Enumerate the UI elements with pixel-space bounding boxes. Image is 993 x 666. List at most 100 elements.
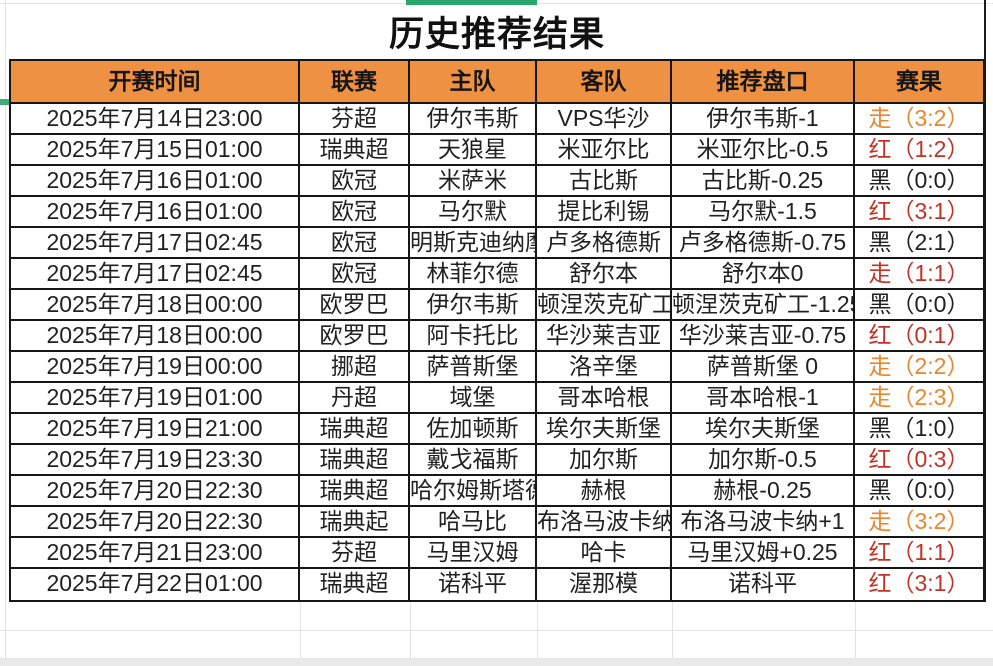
header-cell-handicap[interactable]: 推荐盘口 bbox=[672, 61, 855, 102]
cell-handicap[interactable]: 米亚尔比-0.5 bbox=[672, 135, 855, 164]
cell-away-team[interactable]: 洛辛堡 bbox=[537, 352, 672, 381]
cell-time[interactable]: 2025年7月20日22:30 bbox=[11, 476, 300, 505]
cell-home-team[interactable]: 诺科平 bbox=[410, 569, 537, 600]
cell-league[interactable]: 欧冠 bbox=[300, 197, 410, 226]
cell-result[interactable]: 走（2:3） bbox=[868, 384, 970, 410]
cell-league[interactable]: 欧罗巴 bbox=[300, 321, 410, 350]
cell-league[interactable]: 瑞典超 bbox=[300, 476, 410, 505]
cell-away-team[interactable]: 卢多格德斯 bbox=[537, 228, 672, 257]
cell-league[interactable]: 欧冠 bbox=[300, 228, 410, 257]
cell-away-team[interactable]: 渥那模 bbox=[537, 569, 672, 600]
cell-home-team[interactable]: 马尔默 bbox=[410, 197, 537, 226]
cell-result[interactable]: 黑（0:0） bbox=[868, 291, 970, 317]
cell-result[interactable]: 红（1:2） bbox=[868, 136, 970, 162]
cell-away-team[interactable]: 顿涅茨克矿工 bbox=[537, 290, 672, 319]
cell-home-team[interactable]: 林菲尔德 bbox=[410, 259, 537, 288]
cell-league[interactable]: 芬超 bbox=[300, 104, 410, 133]
cell-away-team[interactable]: 哈卡 bbox=[537, 538, 672, 567]
header-cell-time[interactable]: 开赛时间 bbox=[11, 61, 300, 102]
cell-handicap[interactable]: 马尔默-1.5 bbox=[672, 197, 855, 226]
cell-league[interactable]: 芬超 bbox=[300, 538, 410, 567]
cell-home-team[interactable]: 天狼星 bbox=[410, 135, 537, 164]
cell-away-team[interactable]: 布洛马波卡纳 bbox=[537, 507, 672, 536]
cell-time[interactable]: 2025年7月18日00:00 bbox=[11, 321, 300, 350]
cell-time[interactable]: 2025年7月15日01:00 bbox=[11, 135, 300, 164]
cell-league[interactable]: 瑞典超 bbox=[300, 135, 410, 164]
cell-away-team[interactable]: 舒尔本 bbox=[537, 259, 672, 288]
cell-result[interactable]: 走（3:2） bbox=[868, 508, 970, 534]
cell-league[interactable]: 瑞典超 bbox=[300, 445, 410, 474]
cell-home-team[interactable]: 戴戈福斯 bbox=[410, 445, 537, 474]
cell-league[interactable]: 欧冠 bbox=[300, 259, 410, 288]
cell-time[interactable]: 2025年7月19日00:00 bbox=[11, 352, 300, 381]
cell-handicap[interactable]: 加尔斯-0.5 bbox=[672, 445, 855, 474]
cell-result[interactable]: 黑（1:0） bbox=[868, 415, 970, 441]
cell-away-team[interactable]: 埃尔夫斯堡 bbox=[537, 414, 672, 443]
cell-home-team[interactable]: 米萨米 bbox=[410, 166, 537, 195]
cell-handicap[interactable]: 顿涅茨克矿工-1.25 bbox=[672, 290, 855, 319]
cell-result[interactable]: 红（1:1） bbox=[868, 539, 970, 565]
cell-time[interactable]: 2025年7月18日00:00 bbox=[11, 290, 300, 319]
cell-away-team[interactable]: 古比斯 bbox=[537, 166, 672, 195]
cell-home-team[interactable]: 马里汉姆 bbox=[410, 538, 537, 567]
cell-result[interactable]: 走（3:2） bbox=[868, 105, 970, 131]
cell-league[interactable]: 欧冠 bbox=[300, 166, 410, 195]
cell-away-team[interactable]: 华沙莱吉亚 bbox=[537, 321, 672, 350]
cell-away-team[interactable]: 加尔斯 bbox=[537, 445, 672, 474]
cell-time[interactable]: 2025年7月17日02:45 bbox=[11, 259, 300, 288]
cell-handicap[interactable]: 伊尔韦斯-1 bbox=[672, 104, 855, 133]
cell-home-team[interactable]: 伊尔韦斯 bbox=[410, 290, 537, 319]
cell-away-team[interactable]: 赫根 bbox=[537, 476, 672, 505]
cell-time[interactable]: 2025年7月16日01:00 bbox=[11, 197, 300, 226]
cell-handicap[interactable]: 埃尔夫斯堡 bbox=[672, 414, 855, 443]
cell-result[interactable]: 走（1:1） bbox=[868, 260, 970, 286]
cell-time[interactable]: 2025年7月17日02:45 bbox=[11, 228, 300, 257]
title-row[interactable]: 历史推荐结果 bbox=[9, 4, 985, 59]
header-cell-result[interactable]: 赛果 bbox=[896, 68, 942, 94]
cell-handicap[interactable]: 赫根-0.25 bbox=[672, 476, 855, 505]
cell-handicap[interactable]: 诺科平 bbox=[672, 569, 855, 600]
cell-home-team[interactable]: 哈尔姆斯塔德 bbox=[410, 476, 537, 505]
cell-handicap[interactable]: 哥本哈根-1 bbox=[672, 383, 855, 412]
cell-handicap[interactable]: 萨普斯堡 0 bbox=[672, 352, 855, 381]
cell-away-team[interactable]: 提比利锡 bbox=[537, 197, 672, 226]
header-cell-away[interactable]: 客队 bbox=[537, 61, 672, 102]
cell-handicap[interactable]: 舒尔本0 bbox=[672, 259, 855, 288]
cell-result[interactable]: 红（0:3） bbox=[868, 446, 970, 472]
cell-league[interactable]: 欧罗巴 bbox=[300, 290, 410, 319]
cell-home-team[interactable]: 萨普斯堡 bbox=[410, 352, 537, 381]
cell-home-team[interactable]: 明斯克迪纳摩 bbox=[410, 228, 537, 257]
cell-result[interactable]: 红（3:1） bbox=[868, 198, 970, 224]
cell-league[interactable]: 瑞典超 bbox=[300, 414, 410, 443]
cell-time[interactable]: 2025年7月16日01:00 bbox=[11, 166, 300, 195]
cell-result[interactable]: 黑（2:1） bbox=[868, 229, 970, 255]
cell-home-team[interactable]: 哈马比 bbox=[410, 507, 537, 536]
cell-time[interactable]: 2025年7月22日01:00 bbox=[11, 569, 300, 600]
cell-time[interactable]: 2025年7月19日01:00 bbox=[11, 383, 300, 412]
cell-league[interactable]: 瑞典起 bbox=[300, 507, 410, 536]
cell-league[interactable]: 丹超 bbox=[300, 383, 410, 412]
header-cell-home[interactable]: 主队 bbox=[410, 61, 537, 102]
cell-result[interactable]: 黑（0:0） bbox=[868, 167, 970, 193]
cell-handicap[interactable]: 卢多格德斯-0.75 bbox=[672, 228, 855, 257]
cell-handicap[interactable]: 华沙莱吉亚-0.75 bbox=[672, 321, 855, 350]
cell-result[interactable]: 黑（0:0） bbox=[868, 477, 970, 503]
cell-home-team[interactable]: 佐加顿斯 bbox=[410, 414, 537, 443]
cell-result[interactable]: 走（2:2） bbox=[868, 353, 970, 379]
cell-league[interactable]: 瑞典超 bbox=[300, 569, 410, 600]
cell-time[interactable]: 2025年7月19日23:30 bbox=[11, 445, 300, 474]
cell-away-team[interactable]: 米亚尔比 bbox=[537, 135, 672, 164]
cell-home-team[interactable]: 域堡 bbox=[410, 383, 537, 412]
cell-away-team[interactable]: 哥本哈根 bbox=[537, 383, 672, 412]
cell-time[interactable]: 2025年7月14日23:00 bbox=[11, 104, 300, 133]
cell-away-team[interactable]: VPS华沙 bbox=[537, 104, 672, 133]
cell-result[interactable]: 红（0:1） bbox=[868, 322, 970, 348]
cell-league[interactable]: 挪超 bbox=[300, 352, 410, 381]
cell-handicap[interactable]: 古比斯-0.25 bbox=[672, 166, 855, 195]
cell-time[interactable]: 2025年7月21日23:00 bbox=[11, 538, 300, 567]
cell-result[interactable]: 红（3:1） bbox=[868, 570, 970, 596]
header-cell-league[interactable]: 联赛 bbox=[300, 61, 410, 102]
cell-handicap[interactable]: 布洛马波卡纳+1 bbox=[672, 507, 855, 536]
cell-handicap[interactable]: 马里汉姆+0.25 bbox=[672, 538, 855, 567]
cell-home-team[interactable]: 阿卡托比 bbox=[410, 321, 537, 350]
